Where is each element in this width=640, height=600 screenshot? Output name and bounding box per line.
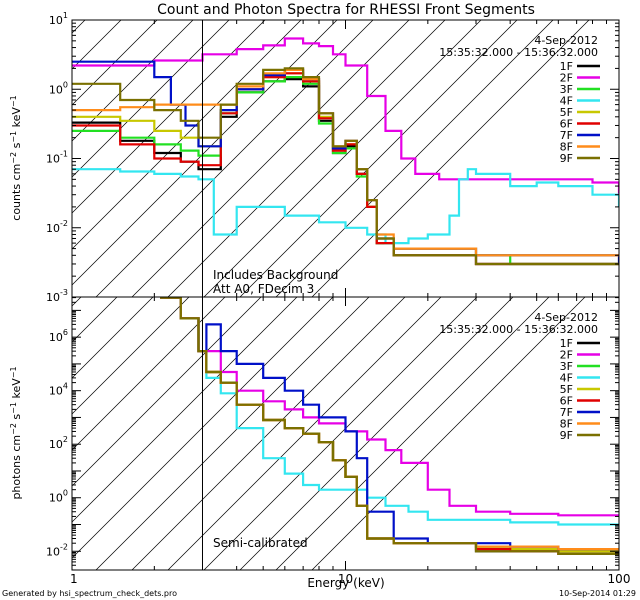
legend-label-8f: 8F	[560, 141, 573, 154]
legend-label-6f: 6F	[560, 118, 573, 131]
counts-y-tick-label: 10-2	[46, 219, 68, 235]
legend-label-5f: 5F	[560, 106, 573, 119]
photons-y-tick-label: 102	[49, 435, 68, 451]
legend-label-1f: 1F	[560, 60, 573, 73]
hatch-line	[203, 297, 478, 570]
hatch-line	[131, 20, 410, 297]
legend-label-9f: 9F	[560, 152, 573, 165]
hatch-line	[275, 20, 554, 297]
counts-panel: 10-3 10-2 10-1 100 101 4-Sep-2012 15:35:32.0…	[9, 11, 620, 304]
photons-y-tick-label: 104	[49, 382, 68, 398]
legend-label-8f: 8F	[560, 418, 573, 431]
legend-label-2f: 2F	[560, 72, 573, 85]
photons-ylabel: photons cm−2 s−1 keV−1	[9, 366, 23, 499]
photons-note-semicalibrated: Semi-calibrated	[213, 536, 308, 550]
hatch-line	[72, 297, 118, 343]
counts-series-9f	[72, 67, 619, 266]
legend-label-6f: 6F	[560, 395, 573, 408]
counts-note-background: Includes Background	[213, 268, 338, 282]
hatch-line	[72, 297, 334, 559]
hatch-line	[311, 297, 586, 570]
photons-panel-frame	[71, 296, 620, 571]
photons-series-7f	[160, 297, 619, 552]
x-tick-labels: 1 10 100	[70, 572, 630, 586]
photons-series-6f	[160, 297, 619, 555]
hatch-line	[72, 20, 266, 214]
counts-ylabel: counts cm−2 s−1 keV−1	[9, 95, 23, 220]
x-tick-label: 1	[70, 572, 78, 586]
x-axis-label: Energy (keV)	[307, 576, 384, 590]
hatch-line	[95, 297, 370, 570]
attenuator-hatch-top	[72, 20, 590, 297]
legend-label-7f: 7F	[560, 129, 573, 142]
counts-date: 4-Sep-2012	[534, 34, 598, 47]
hatch-line	[72, 297, 226, 451]
hatch-line	[167, 20, 446, 297]
photons-series-9f	[160, 297, 619, 555]
counts-y-tick-label: 101	[49, 11, 68, 27]
legend-label-4f: 4F	[560, 95, 573, 108]
photons-axis-ticks: 10-2 100 102 104 106	[46, 297, 619, 571]
photons-time-range: 15:35:32.000 - 15:36:32.000	[439, 323, 598, 336]
photons-y-tick-label: 100	[49, 489, 68, 505]
legend-label-3f: 3F	[560, 360, 573, 373]
hatch-line	[72, 297, 190, 415]
hatch-line	[72, 20, 302, 250]
hatch-line	[72, 297, 262, 487]
x-tick-label: 10	[338, 572, 353, 586]
hatch-line	[72, 297, 298, 523]
counts-series-2f	[72, 37, 619, 195]
counts-y-tick-label: 10-1	[46, 150, 68, 166]
counts-time-range: 15:35:32.000 - 15:36:32.000	[439, 46, 598, 59]
counts-axis-ticks: 10-3 10-2 10-1 100 101	[46, 11, 619, 304]
hatch-line	[239, 20, 518, 297]
legend-label-7f: 7F	[560, 406, 573, 419]
x-tick-label: 100	[608, 572, 631, 586]
legend-label-4f: 4F	[560, 372, 573, 385]
photons-y-tick-label: 10-2	[46, 542, 68, 558]
photons-series-group	[160, 297, 619, 555]
hatch-line	[72, 20, 158, 106]
hatch-line	[72, 20, 122, 70]
legend-label-2f: 2F	[560, 349, 573, 362]
counts-y-tick-label: 10-3	[46, 288, 68, 304]
hatch-line	[239, 297, 514, 570]
hatch-line	[311, 20, 590, 297]
photons-y-tick-label: 106	[49, 328, 68, 344]
attenuator-hatch-bottom	[72, 297, 586, 570]
hatch-line	[95, 20, 374, 297]
hatch-line	[72, 20, 230, 178]
footer-generator: Generated by hsi_spectrum_check_dets.pro	[2, 589, 177, 598]
legend-label-1f: 1F	[560, 337, 573, 350]
legend-label-9f: 9F	[560, 429, 573, 442]
hatch-line	[275, 297, 550, 570]
footer-timestamp: 10-Sep-2014 01:29	[559, 589, 636, 598]
legend-label-5f: 5F	[560, 383, 573, 396]
photons-date: 4-Sep-2012	[534, 311, 598, 324]
hatch-line	[72, 20, 338, 286]
chart-title: Count and Photon Spectra for RHESSI Fron…	[157, 2, 535, 18]
counts-note-attenuator: Att A0, FDecim 3	[213, 282, 314, 296]
photons-panel: 10-2 100 102 104 106 4-Sep-2012 15:35:32.000…	[9, 296, 620, 571]
hatch-line	[72, 20, 194, 142]
hatch-line	[72, 297, 154, 379]
counts-y-tick-label: 100	[49, 80, 68, 96]
counts-series-group	[72, 37, 619, 266]
counts-series-7f	[72, 60, 619, 264]
legend-label-3f: 3F	[560, 83, 573, 96]
